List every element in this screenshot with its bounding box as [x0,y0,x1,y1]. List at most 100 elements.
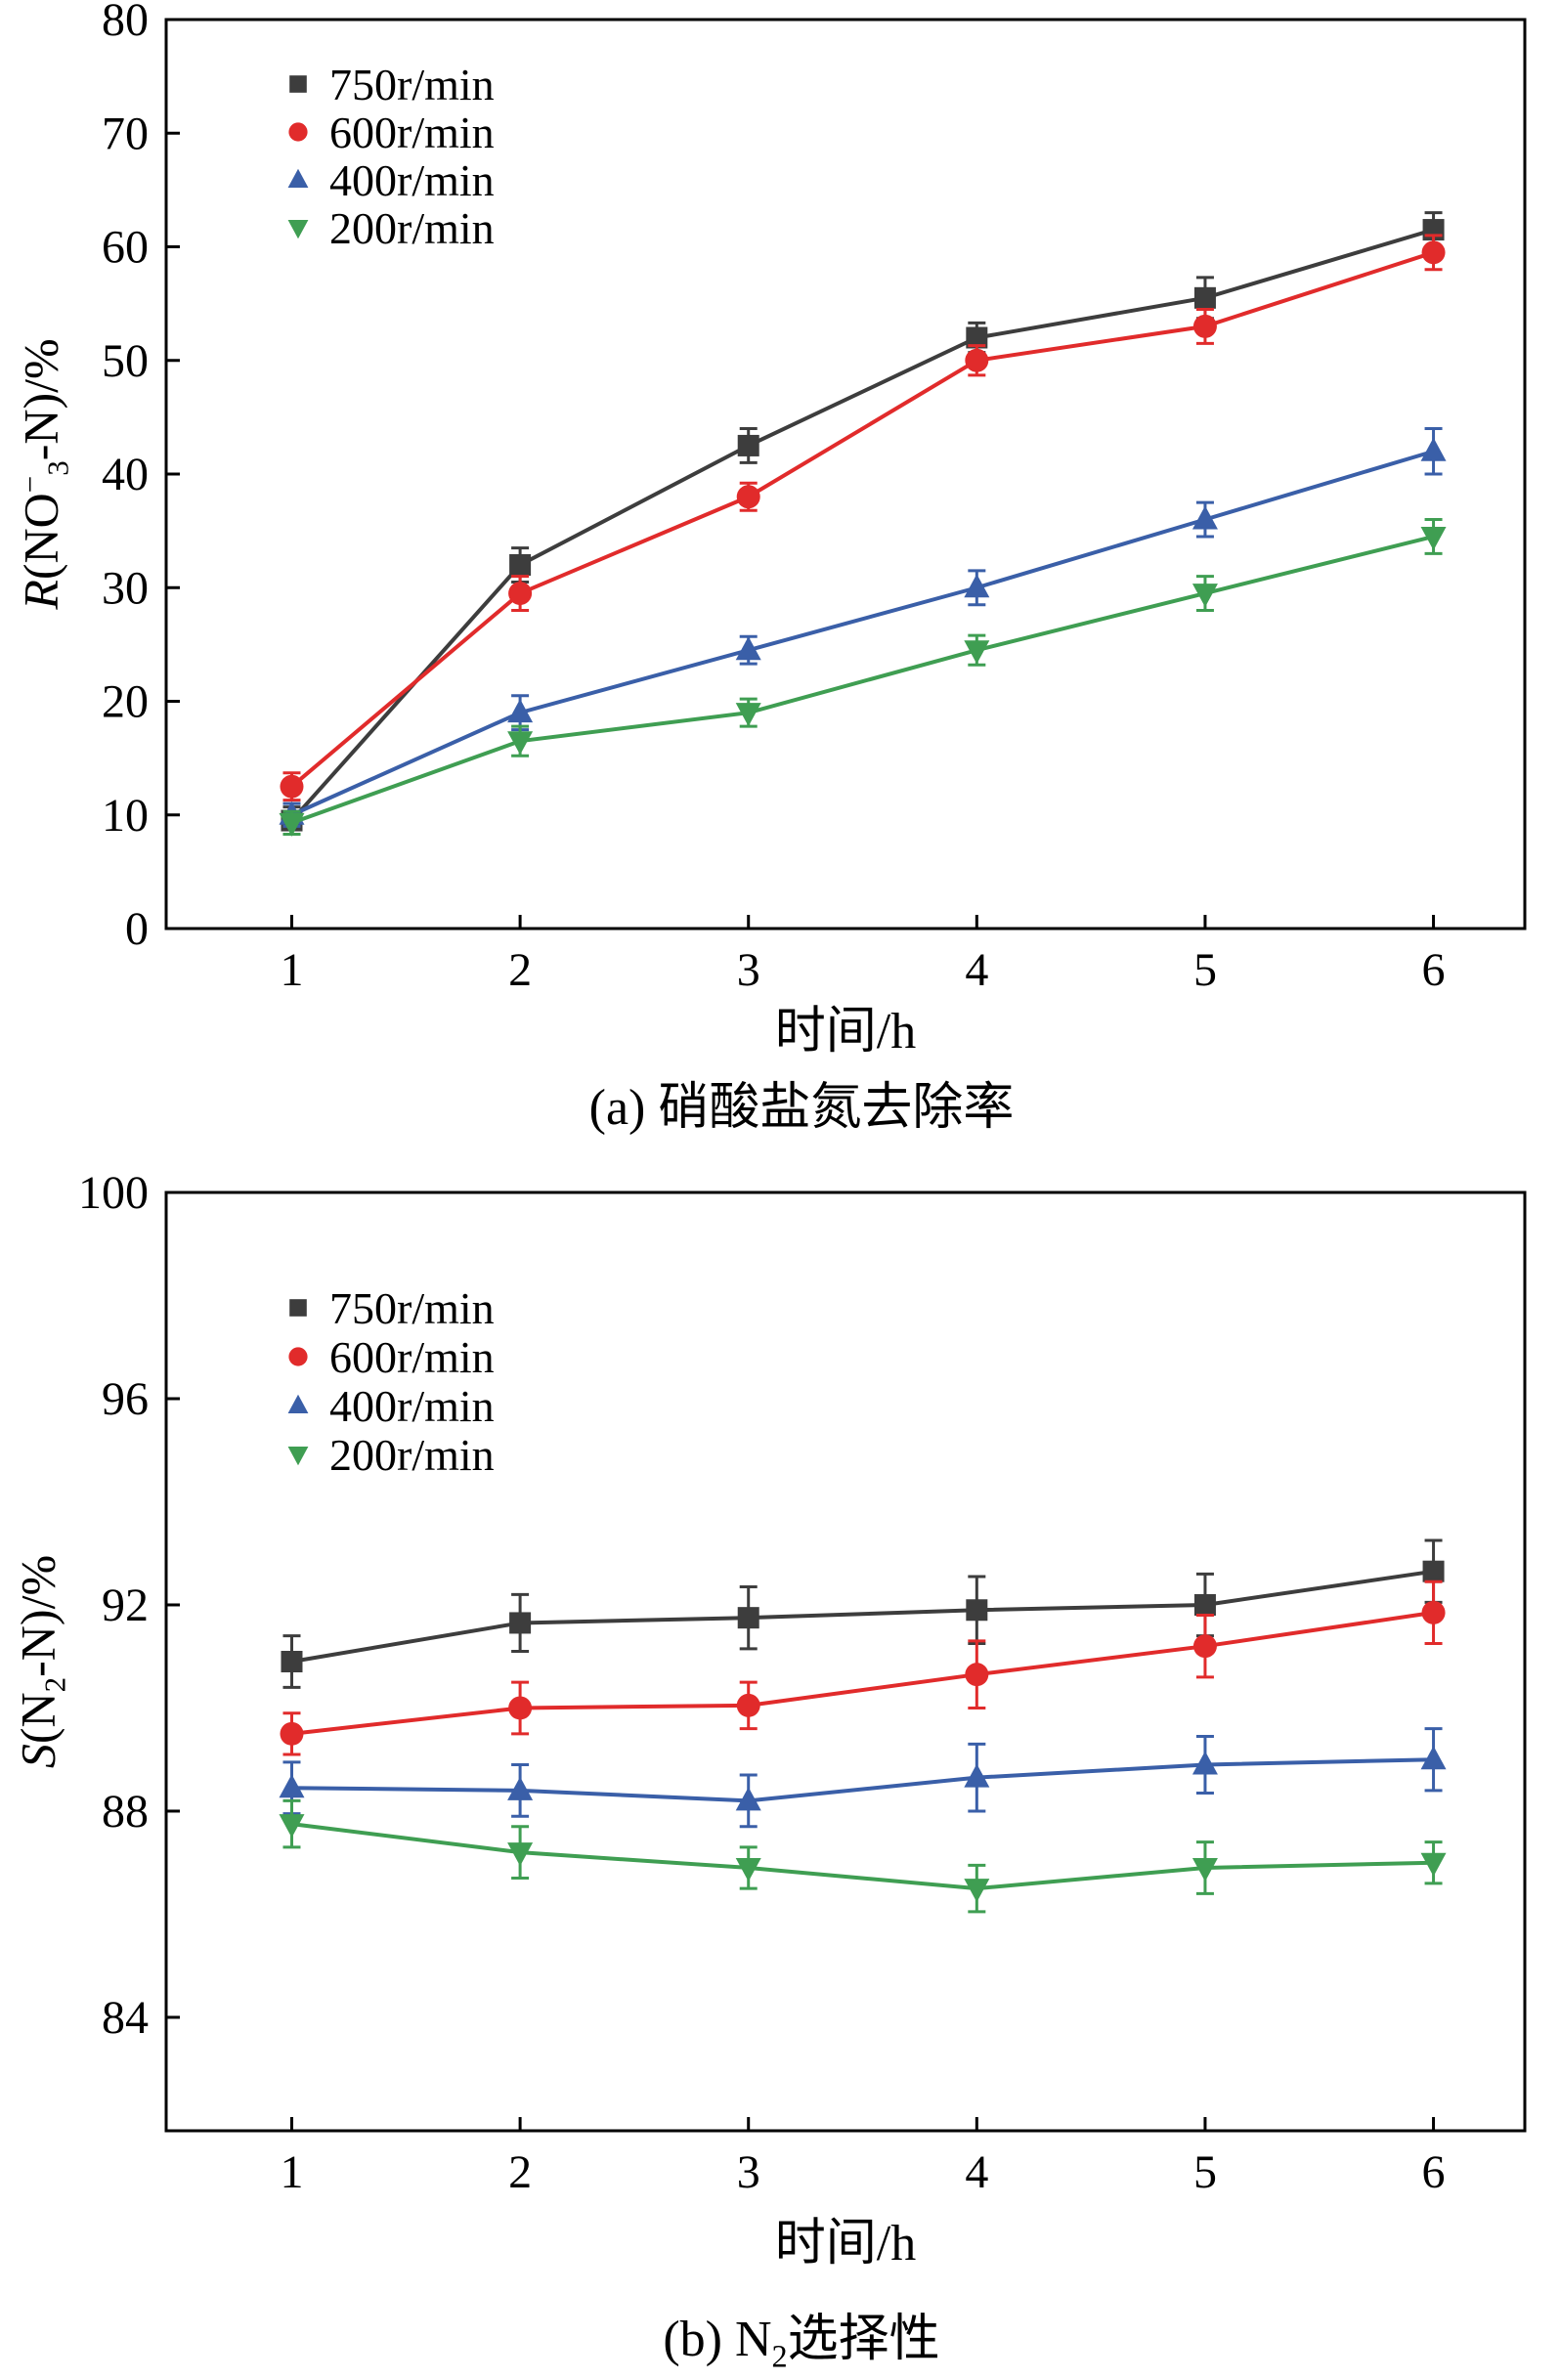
triangle-down-marker [1192,1857,1218,1882]
series-600r/min [280,234,1446,802]
legend-item-400r/min: 400r/min [287,1381,495,1431]
triangle-up-marker [1192,1751,1218,1775]
square-marker [281,1651,303,1672]
square-marker [509,1612,532,1634]
triangle-up-marker [1192,505,1218,530]
series-line [290,250,1435,789]
y-tick-label: 70 [102,108,149,159]
triangle-up-marker [507,699,534,723]
square-marker [737,1607,759,1629]
triangle-down-marker [964,1879,990,1903]
x-tick-label: 4 [965,944,988,996]
x-tick-label: 5 [1193,2146,1217,2198]
triangle-up-marker [964,574,990,598]
legend-item-750r/min: 750r/min [289,1283,495,1333]
triangle-down-marker [964,640,990,665]
circle-marker [288,1347,308,1366]
x-tick-label: 3 [737,944,760,996]
chart-a-xlabel: 时间/h [774,1004,917,1060]
triangle-up-marker [1420,1746,1447,1770]
x-tick-label: 6 [1422,944,1446,996]
series-200r/min [279,1798,1447,1914]
triangle-down-marker [279,1814,305,1839]
square-marker [509,554,532,576]
legend-label: 750r/min [329,1283,495,1333]
series-line [291,1569,1434,1664]
series-line [289,228,1435,822]
chart-a-ylabel: R(NO−3-N)/% [12,338,75,610]
square-marker [1422,1560,1445,1582]
y-tick-label: 88 [102,1786,149,1838]
y-tick-label: 20 [102,676,149,728]
circle-marker [508,582,533,606]
square-marker [1193,1593,1216,1616]
series-600r/min [280,1579,1446,1756]
triangle-up-marker [735,1787,761,1811]
series-line [291,1822,1434,1891]
x-tick-label: 3 [737,2146,760,2198]
triangle-down-marker [507,731,534,756]
circle-marker [736,485,760,509]
legend-label: 400r/min [329,1381,495,1431]
y-tick-label: 96 [102,1373,149,1425]
circle-marker [288,122,308,142]
y-tick-label: 84 [102,1992,149,2044]
legend-label: 600r/min [329,1332,495,1382]
circle-marker [508,1696,533,1720]
chart-a: 1 2 3 4 5 6 0 10 20 30 40 50 60 70 80 750r/min 600r/min 4… [0,0,1560,1163]
chart-a-caption: (a) 硝酸盐氮去除率 [588,1080,1015,1136]
square-marker [289,75,307,93]
x-tick-label: 5 [1193,944,1217,996]
triangle-up-marker [964,1763,990,1788]
legend-item-750r/min: 750r/min [289,60,495,109]
chart-b-xlabel: 时间/h [774,2216,917,2272]
legend-item-600r/min: 600r/min [288,108,495,157]
y-tick-label: 10 [102,790,149,842]
circle-marker [1421,1600,1446,1624]
square-marker [737,434,759,456]
legend-label: 600r/min [329,108,495,157]
series-400r/min [279,1727,1447,1829]
legend-item-600r/min: 600r/min [288,1332,495,1382]
triangle-up-marker [735,636,761,661]
legend-label: 750r/min [329,60,495,109]
chart-b-ylabel: S(N2-N)/% [10,1554,72,1769]
y-tick-label: 100 [78,1167,149,1219]
legend-item-400r/min: 400r/min [287,155,495,205]
y-tick-label: 30 [102,562,149,614]
x-tick-label: 2 [508,2146,532,2198]
circle-marker [1421,240,1446,265]
square-marker [966,326,988,349]
triangle-up-marker [279,1774,305,1798]
legend-label: 200r/min [329,1430,495,1480]
y-tick-label: 92 [102,1579,149,1631]
triangle-down-marker [279,812,305,837]
y-tick-label: 0 [125,903,149,955]
circle-marker [1192,1634,1217,1659]
triangle-up-marker [287,168,309,188]
x-tick-label: 2 [508,944,532,996]
circle-marker [965,1663,989,1687]
x-tick-label: 1 [280,944,303,996]
series-line [290,534,1435,825]
series-line [291,1610,1434,1736]
y-tick-label: 80 [102,0,149,46]
plot-frame [164,1190,1527,2133]
circle-marker [736,1693,760,1717]
y-tick-label: 50 [102,335,149,387]
chart-a-plot: 1 2 3 4 5 601020304050607080750r/min600r/min4… [102,0,1527,996]
chart-b: 1 2 3 4 5 6 84 88 92 96 100 750r/min 600r/min 400r/mi… [0,1163,1560,2380]
series-line [290,449,1435,817]
ylabel-symbol: R [13,580,68,610]
x-tick-label: 1 [280,2146,303,2198]
series-400r/min [279,427,1447,828]
square-marker [966,1599,988,1622]
triangle-down-marker [1420,1852,1447,1877]
circle-marker [280,774,304,799]
y-tick-label: 40 [102,449,149,500]
triangle-up-marker [507,1776,534,1800]
circle-marker [280,1721,304,1746]
triangle-up-marker [1420,437,1447,461]
y-tick-label: 60 [102,222,149,274]
